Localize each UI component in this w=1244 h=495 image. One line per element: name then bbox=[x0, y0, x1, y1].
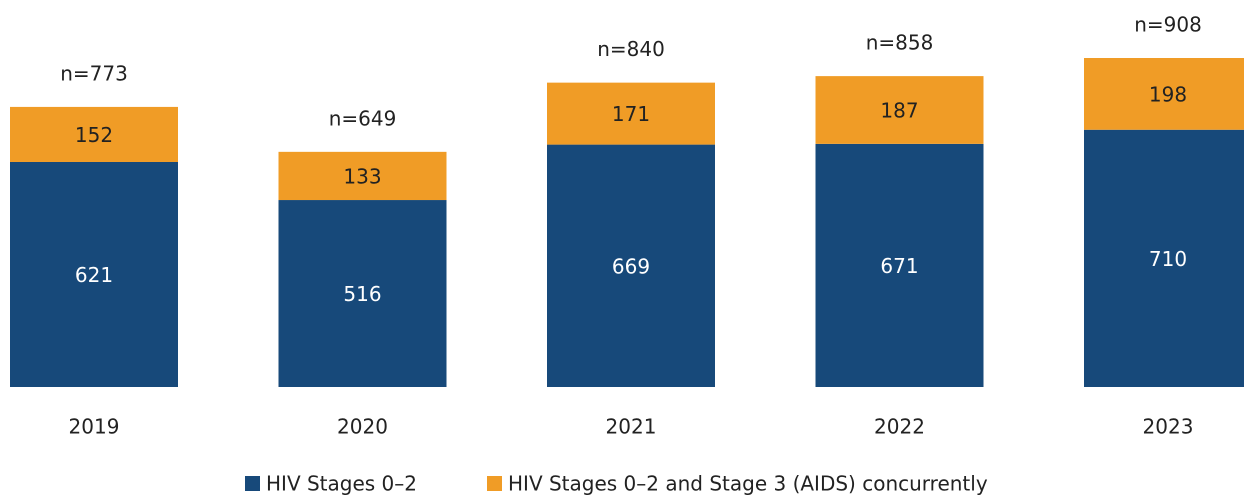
legend-swatch bbox=[245, 476, 260, 491]
legend-label: HIV Stages 0–2 and Stage 3 (AIDS) concur… bbox=[508, 472, 988, 495]
value-label: 152 bbox=[75, 123, 113, 147]
bar-segment bbox=[10, 161, 178, 387]
bar-segment bbox=[815, 76, 984, 144]
legend-swatch bbox=[487, 476, 502, 491]
legend-label: HIV Stages 0–2 bbox=[266, 472, 417, 495]
bar-segment bbox=[278, 200, 447, 387]
bar-segment bbox=[815, 143, 984, 387]
x-tick-label: 2022 bbox=[874, 415, 925, 439]
bar-segment bbox=[547, 82, 715, 145]
value-label: 187 bbox=[880, 98, 918, 122]
value-label: 669 bbox=[612, 254, 650, 278]
x-tick-label: 2021 bbox=[606, 415, 657, 439]
value-label: 710 bbox=[1149, 247, 1187, 271]
total-label: n=858 bbox=[866, 31, 934, 55]
x-tick-label: 2023 bbox=[1143, 415, 1194, 439]
total-label: n=840 bbox=[597, 37, 665, 61]
bar-segment bbox=[547, 144, 715, 387]
value-label: 171 bbox=[612, 102, 650, 126]
value-label: 198 bbox=[1149, 82, 1187, 106]
value-label: 516 bbox=[343, 282, 381, 306]
bar-segment bbox=[1084, 58, 1244, 130]
x-tick-label: 2020 bbox=[337, 415, 388, 439]
bar-segment bbox=[278, 151, 447, 201]
value-label: 133 bbox=[343, 164, 381, 188]
total-label: n=773 bbox=[60, 61, 128, 85]
bar-segment bbox=[10, 106, 178, 162]
total-label: n=649 bbox=[329, 106, 397, 130]
x-tick-label: 2019 bbox=[69, 415, 120, 439]
value-label: 621 bbox=[75, 263, 113, 287]
bar-segment bbox=[1084, 129, 1244, 387]
value-label: 671 bbox=[880, 254, 918, 278]
total-label: n=908 bbox=[1134, 13, 1202, 37]
